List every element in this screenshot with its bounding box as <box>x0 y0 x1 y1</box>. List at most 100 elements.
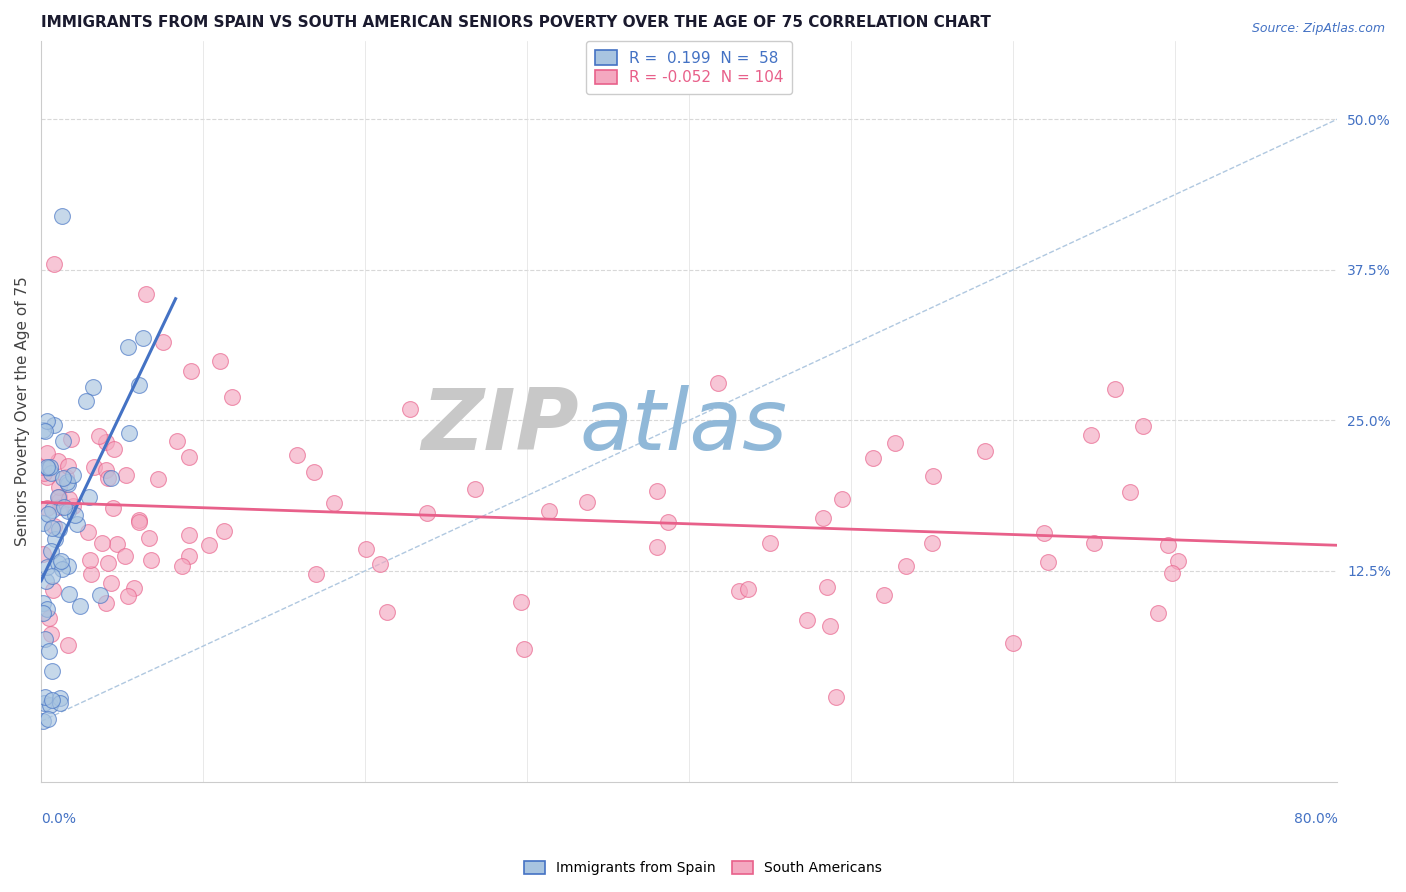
Point <box>105 537 128 551</box>
Point <box>42 519 65 533</box>
Point <box>63 508 86 522</box>
Point <box>97 556 120 570</box>
Point <box>56 476 79 491</box>
Point <box>212 524 235 538</box>
Point <box>138 531 160 545</box>
Point <box>48 493 70 508</box>
Point <box>35 414 58 428</box>
Text: ZIP: ZIP <box>422 384 579 467</box>
Point <box>114 468 136 483</box>
Point <box>56 458 79 473</box>
Point <box>1083 536 1105 550</box>
Point <box>100 576 122 591</box>
Point <box>537 504 560 518</box>
Text: 80.0%: 80.0% <box>1294 812 1337 826</box>
Legend: R =  0.199  N =  58, R = -0.052  N = 104: R = 0.199 N = 58, R = -0.052 N = 104 <box>586 41 793 95</box>
Point <box>37 500 59 515</box>
Point <box>862 450 884 465</box>
Point <box>39 627 62 641</box>
Point <box>58 491 80 506</box>
Point <box>49 554 72 568</box>
Point <box>41 502 63 516</box>
Point <box>38 459 60 474</box>
Point <box>96 596 118 610</box>
Point <box>728 584 751 599</box>
Point <box>76 525 98 540</box>
Point <box>75 393 97 408</box>
Point <box>34 632 56 647</box>
Point <box>58 587 80 601</box>
Point <box>39 698 62 713</box>
Point <box>48 690 70 705</box>
Point <box>146 472 169 486</box>
Point <box>38 644 60 658</box>
Point <box>177 549 200 564</box>
Point <box>513 641 536 656</box>
Point <box>1132 419 1154 434</box>
Point <box>41 521 63 535</box>
Point <box>707 376 730 390</box>
Point <box>100 470 122 484</box>
Point <box>1146 607 1168 621</box>
Point <box>35 574 58 588</box>
Point <box>177 450 200 464</box>
Text: IMMIGRANTS FROM SPAIN VS SOUTH AMERICAN SENIORS POVERTY OVER THE AGE OF 75 CORRE: IMMIGRANTS FROM SPAIN VS SOUTH AMERICAN … <box>41 15 991 30</box>
Point <box>59 433 82 447</box>
Point <box>39 544 62 558</box>
Point <box>645 484 668 499</box>
Point <box>44 533 66 547</box>
Point <box>354 541 377 556</box>
Point <box>41 664 63 678</box>
Point <box>416 506 439 520</box>
Point <box>31 460 53 475</box>
Point <box>132 331 155 345</box>
Point <box>56 558 79 573</box>
Point <box>62 468 84 483</box>
Point <box>53 500 76 515</box>
Point <box>759 536 782 550</box>
Point <box>41 583 63 598</box>
Point <box>56 638 79 652</box>
Point <box>305 567 328 582</box>
Point <box>152 334 174 349</box>
Point <box>128 513 150 527</box>
Point <box>221 390 243 404</box>
Point <box>37 469 59 483</box>
Point <box>1160 566 1182 580</box>
Point <box>825 690 848 705</box>
Point <box>51 562 73 576</box>
Y-axis label: Seniors Poverty Over the Age of 75: Seniors Poverty Over the Age of 75 <box>15 277 30 546</box>
Point <box>79 553 101 567</box>
Point <box>118 425 141 440</box>
Point <box>46 490 69 504</box>
Point <box>35 460 58 475</box>
Point <box>510 595 533 609</box>
Point <box>815 580 838 594</box>
Point <box>657 515 679 529</box>
Point <box>103 501 125 516</box>
Point <box>323 496 346 510</box>
Point <box>122 581 145 595</box>
Text: Source: ZipAtlas.com: Source: ZipAtlas.com <box>1251 22 1385 36</box>
Point <box>114 549 136 563</box>
Point <box>46 453 69 467</box>
Point <box>464 482 486 496</box>
Point <box>884 435 907 450</box>
Point <box>51 209 73 223</box>
Point <box>1038 555 1060 569</box>
Point <box>97 471 120 485</box>
Point <box>117 589 139 603</box>
Point <box>35 446 58 460</box>
Point <box>737 582 759 596</box>
Point <box>974 444 997 458</box>
Point <box>128 378 150 392</box>
Point <box>49 500 72 514</box>
Point <box>58 504 80 518</box>
Point <box>1119 484 1142 499</box>
Point <box>48 490 70 504</box>
Point <box>89 588 111 602</box>
Point <box>1157 538 1180 552</box>
Point <box>197 538 219 552</box>
Point <box>818 619 841 633</box>
Point <box>35 560 58 574</box>
